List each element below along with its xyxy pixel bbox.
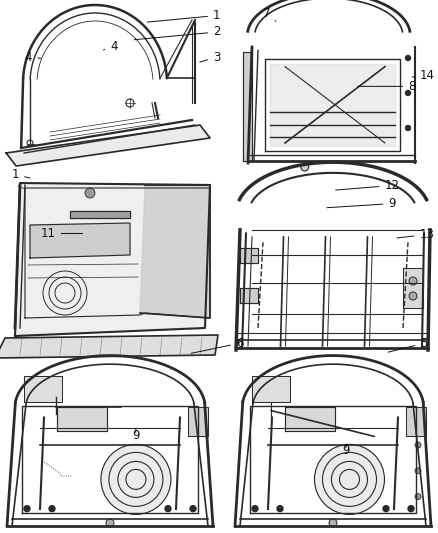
Circle shape [406, 91, 410, 95]
Text: 4: 4 [25, 51, 41, 63]
Polygon shape [30, 223, 130, 258]
Polygon shape [24, 376, 62, 402]
Polygon shape [70, 211, 130, 218]
Circle shape [277, 506, 283, 512]
Polygon shape [188, 407, 208, 437]
Polygon shape [140, 185, 210, 318]
Circle shape [406, 55, 410, 61]
Circle shape [106, 519, 114, 527]
Text: 1: 1 [147, 9, 221, 22]
Text: 12: 12 [336, 179, 399, 192]
Polygon shape [57, 407, 107, 431]
Text: 7: 7 [262, 7, 276, 21]
Circle shape [409, 292, 417, 300]
Circle shape [406, 125, 410, 131]
Text: 9: 9 [327, 197, 396, 210]
Circle shape [314, 445, 385, 514]
Text: 11: 11 [41, 227, 83, 240]
Text: 13: 13 [397, 228, 434, 241]
Text: 9: 9 [132, 429, 140, 442]
Text: 8: 8 [357, 80, 415, 93]
Text: 2: 2 [134, 26, 221, 40]
Text: 9: 9 [342, 444, 350, 457]
Circle shape [49, 506, 55, 512]
Polygon shape [6, 125, 210, 166]
Polygon shape [406, 407, 426, 437]
Circle shape [165, 506, 171, 512]
Polygon shape [285, 407, 335, 431]
Circle shape [409, 277, 417, 285]
Polygon shape [252, 376, 290, 402]
Text: 3: 3 [200, 51, 220, 63]
Circle shape [408, 506, 414, 512]
Circle shape [190, 506, 196, 512]
Circle shape [301, 163, 309, 171]
Circle shape [24, 506, 30, 512]
Text: 5: 5 [388, 337, 427, 352]
Circle shape [383, 506, 389, 512]
Circle shape [415, 442, 421, 448]
Polygon shape [240, 248, 258, 263]
Circle shape [415, 468, 421, 474]
Polygon shape [0, 335, 218, 358]
Polygon shape [243, 52, 252, 161]
Text: 4: 4 [103, 41, 118, 53]
Polygon shape [15, 183, 210, 336]
Text: 14: 14 [412, 69, 434, 82]
Circle shape [101, 445, 171, 514]
Circle shape [252, 506, 258, 512]
Text: 6: 6 [191, 337, 244, 353]
Circle shape [329, 519, 337, 527]
Text: 1: 1 [11, 168, 30, 181]
Polygon shape [403, 268, 423, 308]
Polygon shape [270, 63, 395, 146]
Polygon shape [240, 288, 258, 303]
Circle shape [85, 188, 95, 198]
Circle shape [415, 494, 421, 499]
